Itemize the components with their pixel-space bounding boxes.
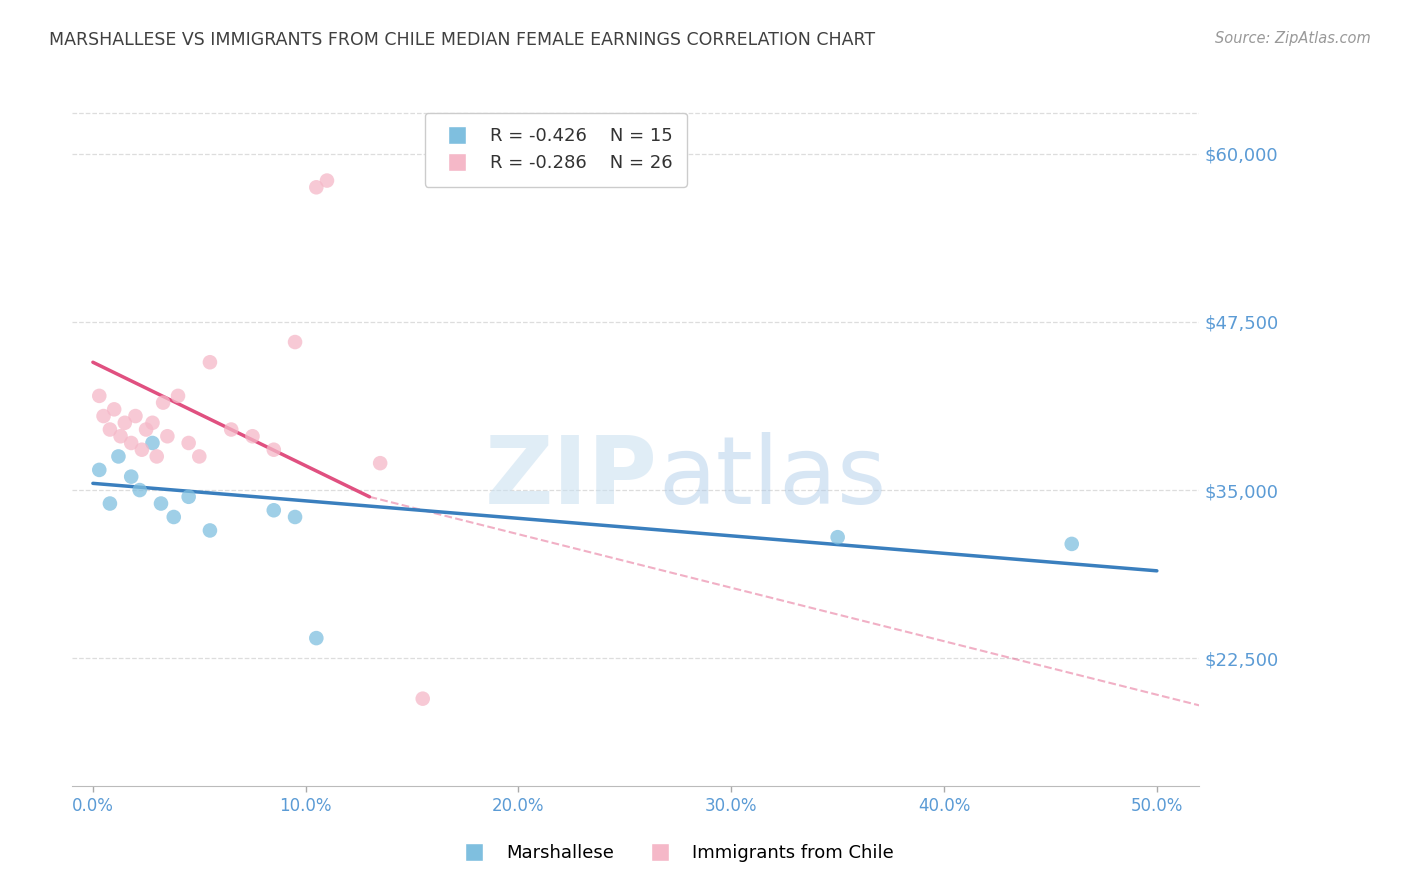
Point	[305, 631, 328, 645]
Point	[98, 423, 121, 437]
Point	[103, 402, 125, 417]
Point	[152, 395, 174, 409]
Point	[156, 429, 179, 443]
Point	[316, 173, 339, 187]
Point	[120, 469, 142, 483]
Point	[107, 450, 129, 464]
Point	[93, 409, 115, 423]
Point	[188, 450, 211, 464]
Point	[110, 429, 132, 443]
Point	[305, 180, 328, 194]
Point	[263, 442, 285, 457]
Point	[219, 423, 242, 437]
Point	[163, 510, 186, 524]
Point	[98, 497, 121, 511]
Text: MARSHALLESE VS IMMIGRANTS FROM CHILE MEDIAN FEMALE EARNINGS CORRELATION CHART: MARSHALLESE VS IMMIGRANTS FROM CHILE MED…	[49, 31, 876, 49]
Point	[89, 389, 111, 403]
Legend: R = -0.426    N = 15, R = -0.286    N = 26: R = -0.426 N = 15, R = -0.286 N = 26	[425, 113, 686, 186]
Point	[135, 423, 157, 437]
Point	[263, 503, 285, 517]
Point	[368, 456, 391, 470]
Text: Source: ZipAtlas.com: Source: ZipAtlas.com	[1215, 31, 1371, 46]
Point	[412, 691, 434, 706]
Point	[242, 429, 264, 443]
Point	[128, 483, 150, 497]
Point	[124, 409, 146, 423]
Point	[150, 497, 173, 511]
Point	[284, 334, 307, 349]
Point	[145, 450, 167, 464]
Point	[89, 463, 111, 477]
Point	[1060, 537, 1083, 551]
Point	[198, 524, 221, 538]
Point	[167, 389, 190, 403]
Point	[141, 416, 163, 430]
Point	[131, 442, 153, 457]
Point	[120, 436, 142, 450]
Legend: Marshallese, Immigrants from Chile: Marshallese, Immigrants from Chile	[449, 838, 901, 870]
Text: atlas: atlas	[658, 433, 886, 524]
Point	[827, 530, 849, 544]
Point	[177, 436, 200, 450]
Point	[284, 510, 307, 524]
Text: ZIP: ZIP	[485, 433, 658, 524]
Point	[114, 416, 136, 430]
Point	[198, 355, 221, 369]
Point	[177, 490, 200, 504]
Point	[141, 436, 163, 450]
